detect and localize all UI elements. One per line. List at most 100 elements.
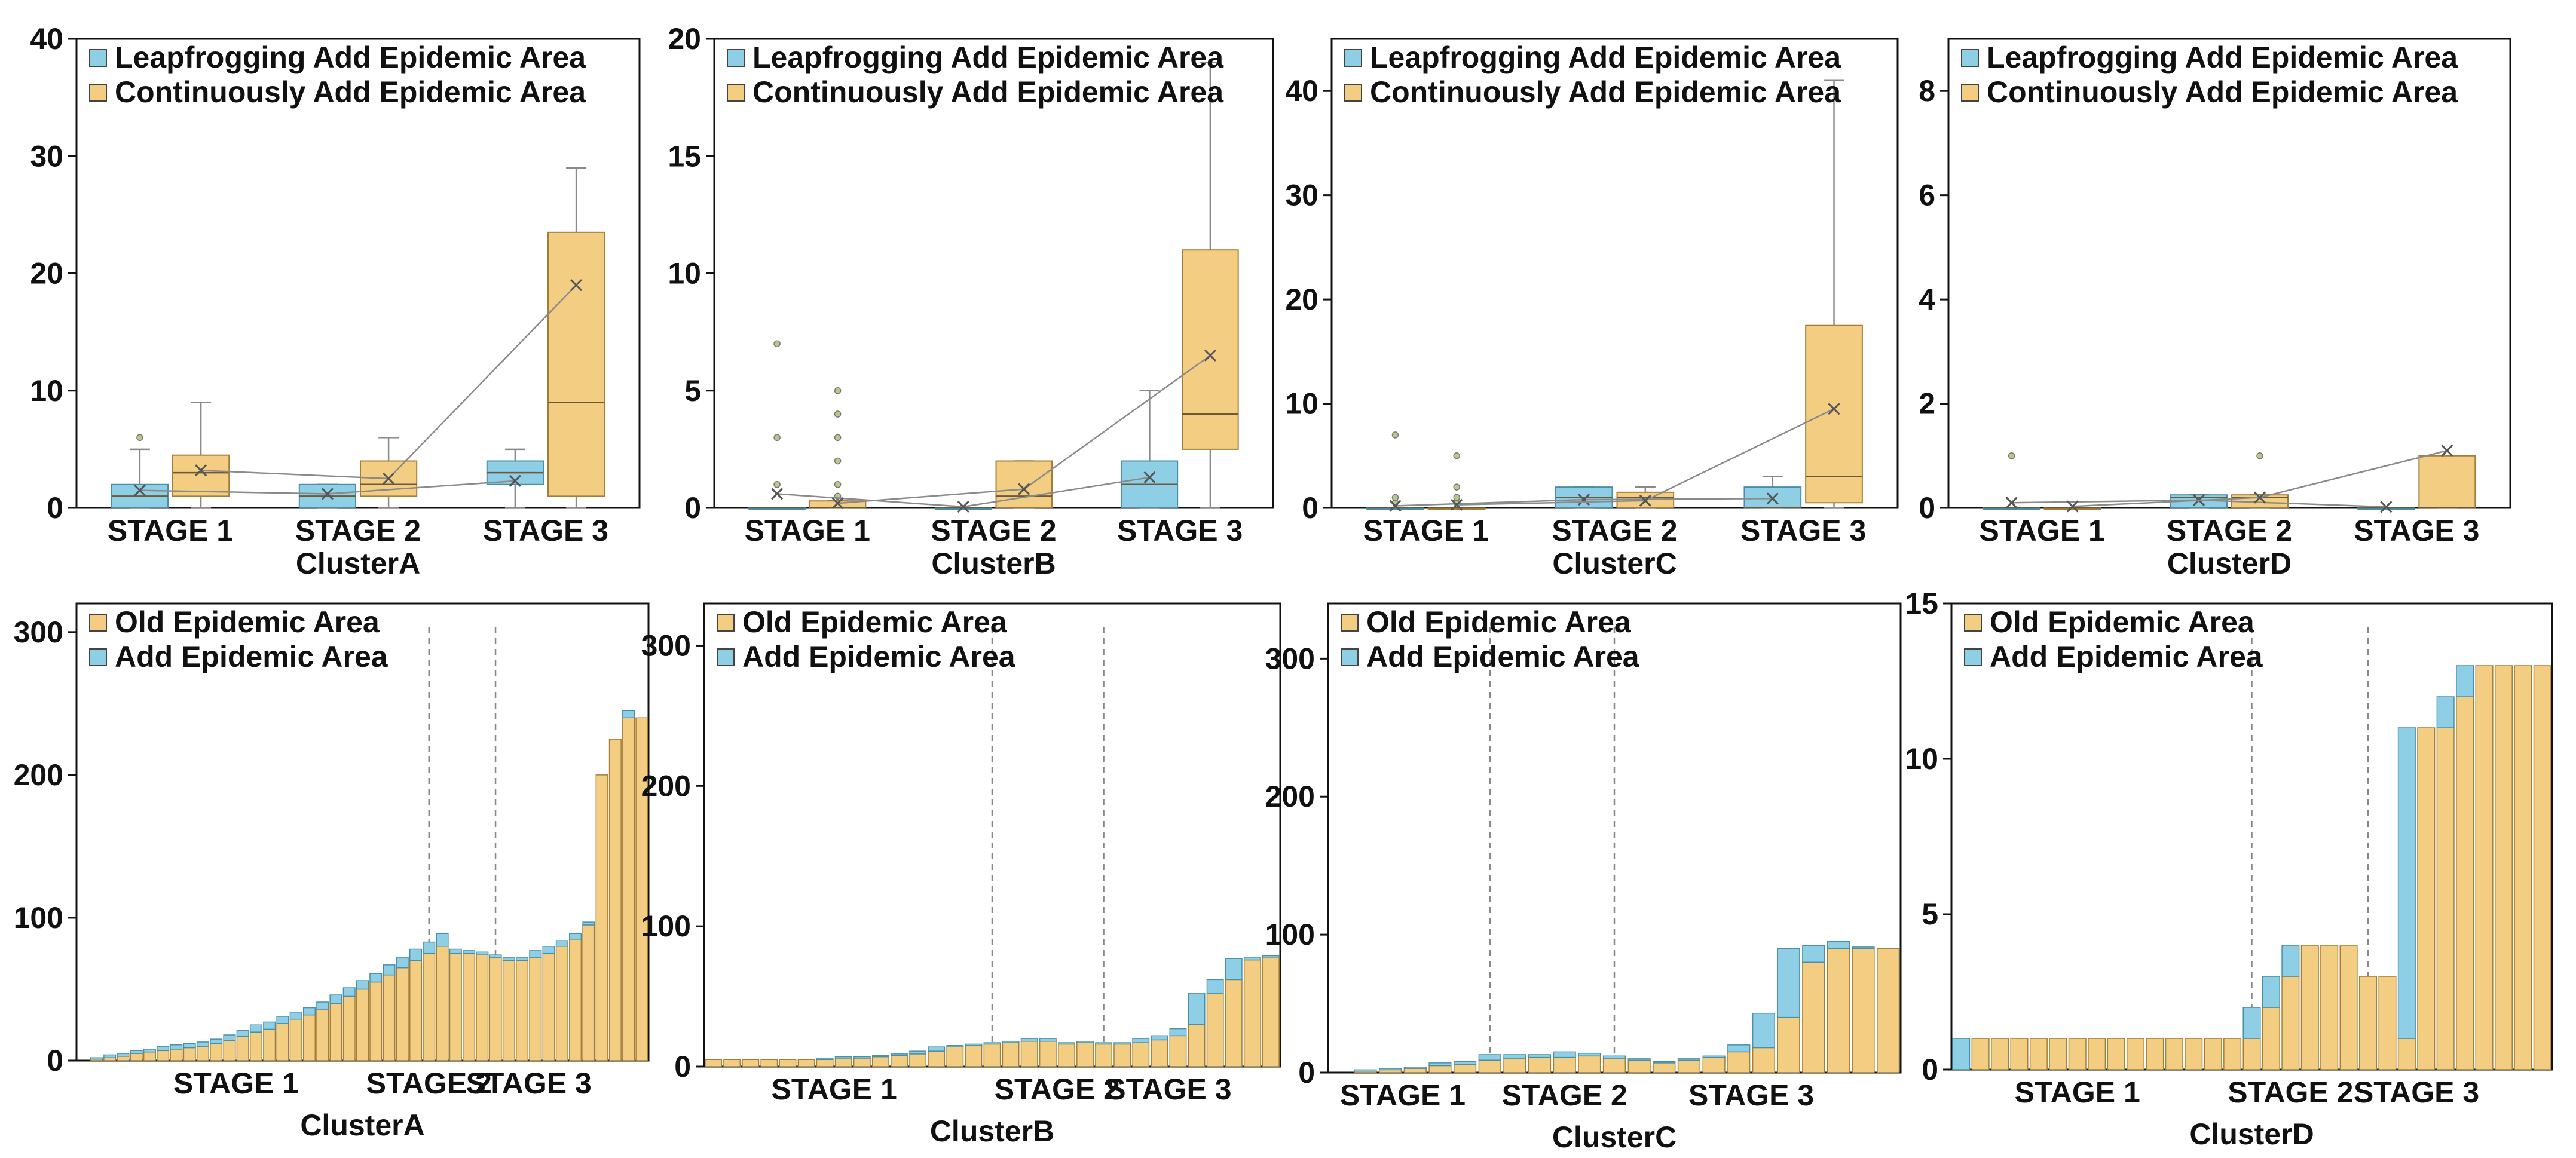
barC-legend-label: Add Epidemic Area	[1366, 640, 1640, 673]
barD-legend-swatch	[1964, 614, 1982, 632]
barC-stage-label: STAGE 3	[1688, 1079, 1814, 1112]
boxC-xtick-label: STAGE 3	[1740, 514, 1866, 547]
barB-stage-label: STAGE 2	[995, 1073, 1120, 1106]
boxC-mean-marker	[1639, 494, 1651, 507]
boxB-xlabel: ClusterB	[931, 547, 1056, 580]
barA-bar-add	[582, 921, 595, 926]
barA-bar-old	[302, 1014, 316, 1061]
barA-bar-old	[329, 1003, 342, 1061]
boxA-mean-marker	[383, 472, 395, 485]
barA-bar-add	[342, 987, 356, 997]
barA-bar-add	[542, 946, 555, 954]
barA-legend-swatch	[89, 614, 107, 632]
barC-bar-old	[1578, 1055, 1601, 1073]
barA-bar-add	[436, 933, 449, 947]
barB-bar-old	[1039, 1040, 1057, 1067]
barB-bar-old	[946, 1046, 964, 1067]
boxB-legend-label: Continuously Add Epidemic Area	[752, 75, 1224, 109]
barA-bar-add	[196, 1041, 209, 1047]
barB-bar-old	[723, 1059, 741, 1067]
barA-bar-old	[635, 717, 648, 1061]
boxD-frame	[1947, 38, 2511, 509]
boxB-mean-marker	[957, 500, 969, 513]
barB-bar-old	[1002, 1042, 1020, 1067]
barB-ytick-label: 0	[674, 1050, 691, 1083]
barA-bar-old	[210, 1043, 223, 1061]
boxD-mean-marker	[2441, 444, 2453, 457]
barA-bar-add	[622, 710, 635, 718]
barB-bar-old	[760, 1059, 778, 1067]
barB-bar-add	[909, 1050, 927, 1055]
boxC-legend-swatch	[1344, 84, 1362, 102]
barC-bar-old	[1454, 1064, 1477, 1073]
boxD-mean-marker	[2380, 501, 2393, 513]
barC-bar-add	[1379, 1068, 1402, 1071]
barB-bar-add	[1262, 955, 1280, 958]
barA-legend-swatch	[89, 648, 107, 666]
barD-stage-label: STAGE 2	[2228, 1076, 2353, 1109]
barB-bar-old	[965, 1045, 983, 1067]
barD-bar-old	[2262, 1007, 2280, 1070]
boxC-ytick-label: 30	[1285, 179, 1318, 212]
barD-bar-old	[2475, 665, 2494, 1070]
barC-bar-add	[1702, 1055, 1726, 1058]
barA-bar-old	[449, 952, 462, 1061]
barA-bar-old	[263, 1028, 276, 1061]
barA-bar-old	[409, 960, 423, 1061]
boxA-outlier	[136, 434, 143, 441]
boxC-mean-marker	[1766, 492, 1779, 505]
barA-bar-add	[143, 1049, 156, 1053]
barC-bar-add	[1354, 1069, 1377, 1072]
barA-bar-add	[263, 1021, 276, 1030]
barA-bar-add	[130, 1050, 143, 1054]
barD-bar-old	[2223, 1038, 2242, 1070]
boxD-xlabel: ClusterD	[2167, 547, 2292, 580]
barA-bar-old	[582, 924, 595, 1061]
barD-bar-old	[2107, 1038, 2125, 1070]
barA-bar-old	[289, 1018, 302, 1061]
barC-bar-add	[1627, 1058, 1651, 1061]
barC-xlabel: ClusterC	[1552, 1120, 1676, 1154]
barA-bar-old	[529, 957, 542, 1061]
barA-bar-add	[476, 951, 489, 955]
boxB-legend-swatch	[727, 49, 745, 67]
barA-bar-old	[423, 952, 436, 1061]
boxD-outlier	[2256, 452, 2263, 459]
barD-ytick-label: 0	[1922, 1053, 1938, 1086]
barD-bar-old	[2146, 1038, 2164, 1070]
boxB-ytick-label: 20	[668, 22, 701, 56]
boxD-xtick-label: STAGE 1	[1980, 514, 2105, 547]
barB-stage-label: STAGE 3	[1106, 1073, 1231, 1106]
boxB-outlier	[834, 410, 842, 418]
boxA-mean-marker	[570, 279, 583, 292]
barA-ytick-label: 300	[14, 615, 63, 649]
boxC-outlier	[1453, 483, 1460, 491]
barB-bar-old	[1206, 993, 1224, 1067]
barA-bar-old	[476, 954, 489, 1061]
barB-bar-add	[853, 1056, 871, 1059]
boxD-ytick-label: 4	[1919, 283, 1935, 316]
barC-stage-label: STAGE 1	[1340, 1079, 1466, 1112]
barA-bar-old	[608, 739, 622, 1061]
barC-bar-add	[1403, 1067, 1427, 1069]
barD-bar-add	[2262, 976, 2280, 1008]
barD-bar-old	[2533, 665, 2551, 1070]
barA-bar-old	[249, 1031, 262, 1061]
boxD-xtick-label: STAGE 2	[2167, 514, 2292, 547]
barC-bar-old	[1403, 1068, 1427, 1073]
boxB-xtick-label: STAGE 3	[1117, 514, 1243, 547]
barA-bar-add	[409, 948, 423, 961]
boxC-ytick-label: 40	[1285, 74, 1318, 108]
barD-ytick-label: 15	[1905, 587, 1938, 620]
boxD-ytick-label: 2	[1919, 387, 1935, 421]
barC-bar-add	[1852, 946, 1875, 949]
barA-bar-old	[130, 1053, 143, 1061]
barB-bar-old	[909, 1053, 927, 1067]
barB-bar-add	[1076, 1040, 1094, 1043]
boxA-legend-label: Continuously Add Epidemic Area	[115, 75, 586, 109]
barD-bar-old	[2397, 1038, 2416, 1070]
barD-bar-old	[2359, 976, 2378, 1070]
boxD-legend-swatch	[1961, 49, 1979, 67]
boxB-legend-swatch	[727, 84, 745, 102]
barA-ytick-label: 100	[14, 901, 63, 935]
